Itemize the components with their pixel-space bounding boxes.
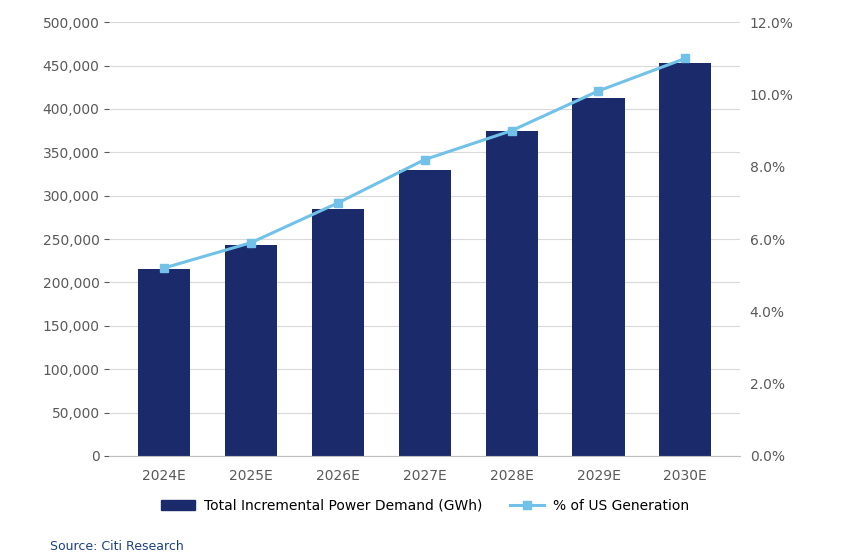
Bar [399, 170, 451, 456]
Bar [485, 131, 537, 456]
Bar [659, 63, 711, 456]
Text: Source: Citi Research: Source: Citi Research [50, 540, 184, 553]
% of US Generation [333, 200, 343, 206]
% of US Generation [680, 55, 690, 62]
Bar [225, 245, 277, 456]
% of US Generation [246, 239, 256, 246]
% of US Generation [594, 87, 604, 94]
Line: % of US Generation: % of US Generation [160, 54, 690, 272]
% of US Generation [506, 127, 516, 134]
% of US Generation [159, 265, 169, 271]
Bar [312, 208, 364, 456]
Legend: Total Incremental Power Demand (GWh), % of US Generation: Total Incremental Power Demand (GWh), % … [155, 493, 695, 518]
Bar [573, 98, 625, 456]
Bar [138, 270, 190, 456]
% of US Generation [420, 156, 430, 163]
